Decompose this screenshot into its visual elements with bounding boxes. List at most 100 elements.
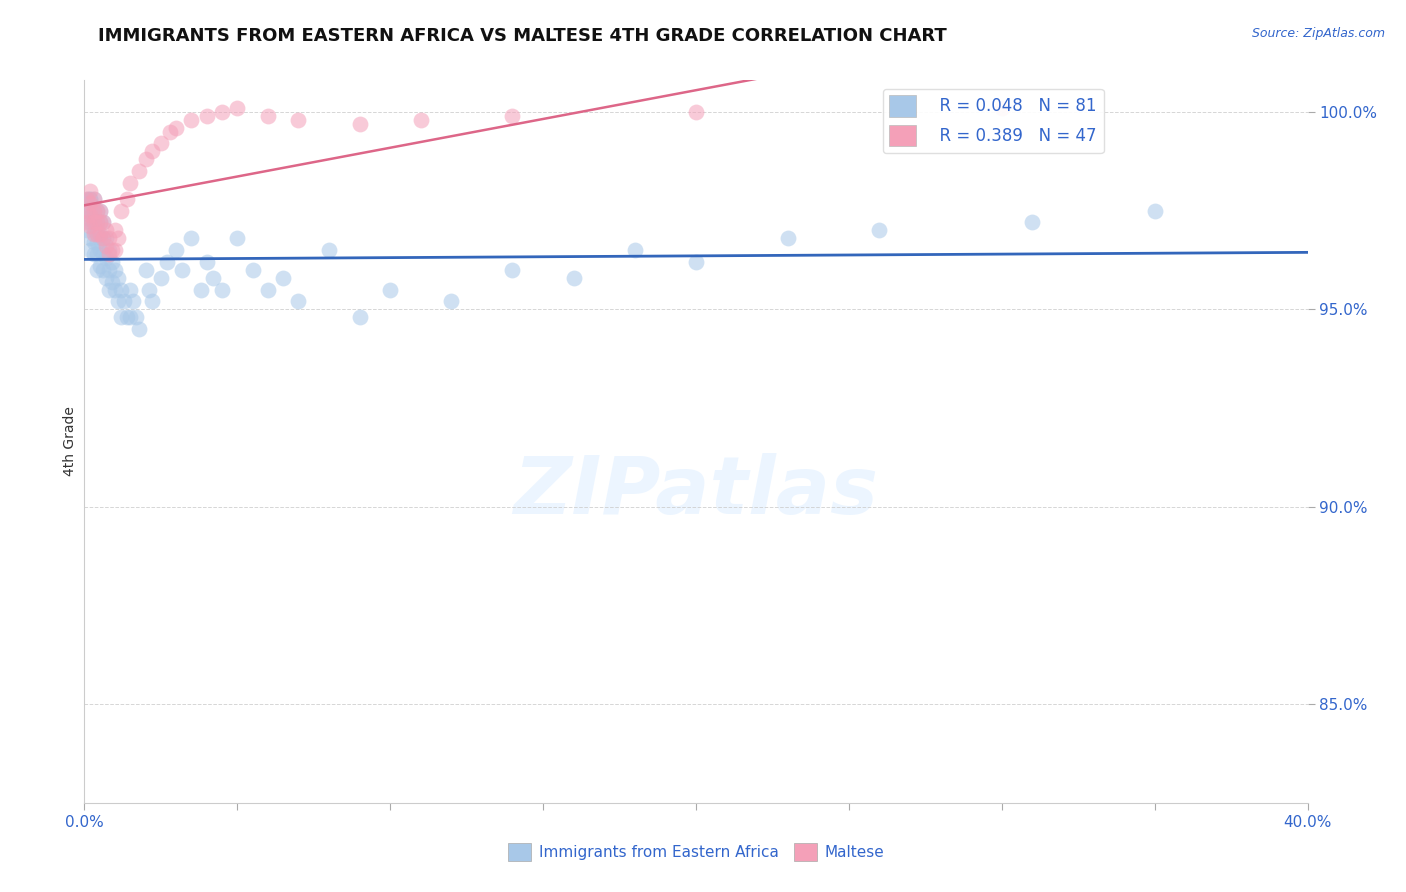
- Text: ZIPatlas: ZIPatlas: [513, 453, 879, 531]
- Point: [89, 215, 111, 229]
- Point: [502, 109, 524, 123]
- Point: [104, 262, 127, 277]
- Point: [101, 255, 124, 269]
- Point: [776, 231, 799, 245]
- Point: [83, 203, 105, 218]
- Point: [94, 251, 117, 265]
- Point: [685, 104, 707, 119]
- Point: [156, 255, 179, 269]
- Point: [76, 192, 98, 206]
- Point: [101, 275, 124, 289]
- Point: [91, 247, 114, 261]
- Point: [149, 270, 172, 285]
- Point: [86, 215, 108, 229]
- Point: [76, 215, 98, 229]
- Point: [110, 310, 132, 325]
- Point: [83, 247, 105, 261]
- Point: [112, 294, 135, 309]
- Point: [83, 192, 105, 206]
- Point: [91, 262, 114, 277]
- Point: [76, 211, 98, 226]
- Point: [104, 243, 127, 257]
- Point: [120, 283, 142, 297]
- Point: [115, 192, 138, 206]
- Legend: Immigrants from Eastern Africa, Maltese: Immigrants from Eastern Africa, Maltese: [502, 837, 890, 867]
- Point: [89, 215, 111, 229]
- Text: IMMIGRANTS FROM EASTERN AFRICA VS MALTESE 4TH GRADE CORRELATION CHART: IMMIGRANTS FROM EASTERN AFRICA VS MALTES…: [98, 27, 948, 45]
- Point: [76, 192, 98, 206]
- Point: [79, 203, 101, 218]
- Point: [104, 283, 127, 297]
- Point: [76, 203, 98, 218]
- Point: [79, 231, 101, 245]
- Point: [180, 231, 202, 245]
- Point: [83, 215, 105, 229]
- Point: [180, 112, 202, 127]
- Point: [86, 235, 108, 249]
- Point: [115, 310, 138, 325]
- Point: [226, 231, 249, 245]
- Point: [79, 215, 101, 229]
- Point: [190, 283, 212, 297]
- Point: [91, 215, 114, 229]
- Point: [128, 164, 150, 178]
- Point: [349, 117, 371, 131]
- Point: [120, 310, 142, 325]
- Point: [76, 223, 98, 237]
- Point: [1143, 203, 1166, 218]
- Point: [83, 227, 105, 242]
- Point: [1021, 215, 1043, 229]
- Point: [97, 262, 120, 277]
- Y-axis label: 4th Grade: 4th Grade: [63, 407, 77, 476]
- Point: [502, 262, 524, 277]
- Point: [89, 227, 111, 242]
- Point: [149, 136, 172, 151]
- Point: [125, 310, 148, 325]
- Point: [89, 203, 111, 218]
- Point: [165, 243, 187, 257]
- Point: [380, 283, 402, 297]
- Point: [318, 243, 340, 257]
- Text: Source: ZipAtlas.com: Source: ZipAtlas.com: [1251, 27, 1385, 40]
- Point: [107, 294, 129, 309]
- Point: [138, 283, 160, 297]
- Point: [159, 125, 181, 139]
- Point: [79, 184, 101, 198]
- Point: [104, 223, 127, 237]
- Point: [94, 223, 117, 237]
- Point: [107, 231, 129, 245]
- Point: [91, 231, 114, 245]
- Point: [83, 192, 105, 206]
- Point: [242, 262, 264, 277]
- Point: [120, 176, 142, 190]
- Point: [110, 283, 132, 297]
- Point: [79, 192, 101, 206]
- Point: [97, 231, 120, 245]
- Point: [97, 243, 120, 257]
- Point: [201, 270, 224, 285]
- Point: [165, 120, 187, 135]
- Point: [79, 207, 101, 221]
- Point: [257, 109, 280, 123]
- Point: [86, 262, 108, 277]
- Point: [79, 219, 101, 234]
- Point: [86, 203, 108, 218]
- Point: [409, 112, 432, 127]
- Point: [991, 101, 1014, 115]
- Point: [97, 283, 120, 297]
- Point: [141, 145, 163, 159]
- Point: [83, 215, 105, 229]
- Point: [101, 243, 124, 257]
- Point: [79, 243, 101, 257]
- Point: [195, 255, 218, 269]
- Point: [135, 262, 157, 277]
- Point: [172, 262, 194, 277]
- Point: [110, 203, 132, 218]
- Point: [79, 192, 101, 206]
- Point: [135, 153, 157, 167]
- Point: [91, 231, 114, 245]
- Point: [257, 283, 280, 297]
- Point: [76, 203, 98, 218]
- Point: [86, 227, 108, 242]
- Point: [86, 247, 108, 261]
